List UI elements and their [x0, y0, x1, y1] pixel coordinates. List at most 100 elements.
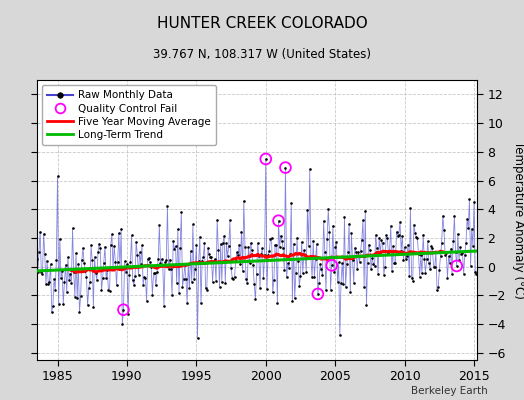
Point: [43, 258, 51, 264]
Point: [140, 274, 148, 280]
Point: [160, 303, 168, 309]
Point: [237, 229, 246, 235]
Point: [148, 292, 157, 298]
Point: [77, 293, 85, 299]
Point: [214, 247, 223, 253]
Point: [93, 277, 101, 283]
Point: [382, 232, 390, 238]
Point: [166, 256, 174, 263]
Point: [75, 308, 84, 315]
Point: [191, 266, 200, 272]
Point: [197, 300, 205, 306]
Point: [471, 269, 479, 275]
Point: [244, 244, 253, 250]
Point: [161, 259, 169, 265]
Point: [435, 267, 443, 273]
Point: [97, 287, 106, 293]
Point: [470, 198, 478, 205]
Point: [51, 286, 59, 293]
Point: [264, 252, 272, 258]
Point: [445, 260, 454, 266]
Point: [300, 247, 308, 254]
Point: [461, 252, 469, 258]
Point: [210, 258, 218, 264]
Point: [99, 275, 107, 281]
Point: [280, 267, 289, 273]
Point: [463, 216, 471, 222]
Point: [87, 242, 95, 249]
Point: [331, 244, 340, 251]
Point: [94, 249, 102, 255]
Point: [141, 274, 150, 281]
Point: [421, 270, 430, 276]
Point: [268, 289, 277, 295]
Point: [50, 276, 58, 282]
Point: [328, 262, 336, 268]
Point: [32, 256, 41, 262]
Point: [397, 248, 406, 254]
Point: [126, 258, 135, 265]
Point: [251, 296, 259, 303]
Point: [65, 276, 73, 283]
Point: [453, 263, 461, 269]
Point: [236, 261, 245, 268]
Point: [44, 280, 52, 287]
Point: [201, 285, 210, 292]
Point: [194, 258, 203, 264]
Point: [117, 226, 125, 232]
Point: [67, 280, 75, 286]
Point: [168, 292, 176, 298]
Point: [310, 274, 319, 280]
Point: [108, 231, 116, 237]
Point: [79, 245, 87, 252]
Point: [267, 235, 276, 241]
Point: [330, 269, 339, 275]
Point: [52, 257, 61, 264]
Point: [129, 282, 138, 288]
Point: [226, 217, 234, 224]
Point: [145, 254, 153, 261]
Point: [170, 246, 179, 252]
Point: [458, 250, 467, 256]
Point: [193, 335, 202, 342]
Point: [386, 248, 394, 254]
Point: [308, 274, 316, 280]
Point: [258, 245, 267, 252]
Point: [309, 238, 318, 244]
Point: [272, 242, 280, 248]
Point: [475, 300, 483, 307]
Point: [235, 241, 243, 248]
Point: [60, 278, 69, 285]
Point: [428, 245, 436, 251]
Point: [66, 270, 74, 277]
Point: [176, 244, 184, 251]
Point: [123, 261, 131, 268]
Point: [248, 247, 256, 254]
Point: [273, 299, 281, 306]
Point: [228, 274, 236, 281]
Point: [112, 282, 121, 288]
Point: [143, 298, 151, 304]
Point: [178, 284, 187, 290]
Point: [295, 282, 303, 289]
Point: [427, 243, 435, 250]
Point: [476, 262, 484, 269]
Point: [299, 270, 307, 276]
Point: [118, 320, 126, 327]
Point: [321, 249, 329, 256]
Point: [372, 232, 380, 238]
Point: [260, 252, 269, 258]
Point: [234, 252, 242, 259]
Point: [114, 258, 122, 265]
Point: [241, 244, 249, 250]
Point: [56, 236, 64, 242]
Point: [257, 250, 265, 257]
Point: [111, 258, 119, 265]
Point: [179, 276, 188, 282]
Point: [181, 262, 189, 268]
Point: [90, 254, 99, 260]
Point: [391, 260, 400, 266]
Point: [410, 222, 418, 228]
Point: [292, 270, 300, 276]
Point: [351, 245, 359, 251]
